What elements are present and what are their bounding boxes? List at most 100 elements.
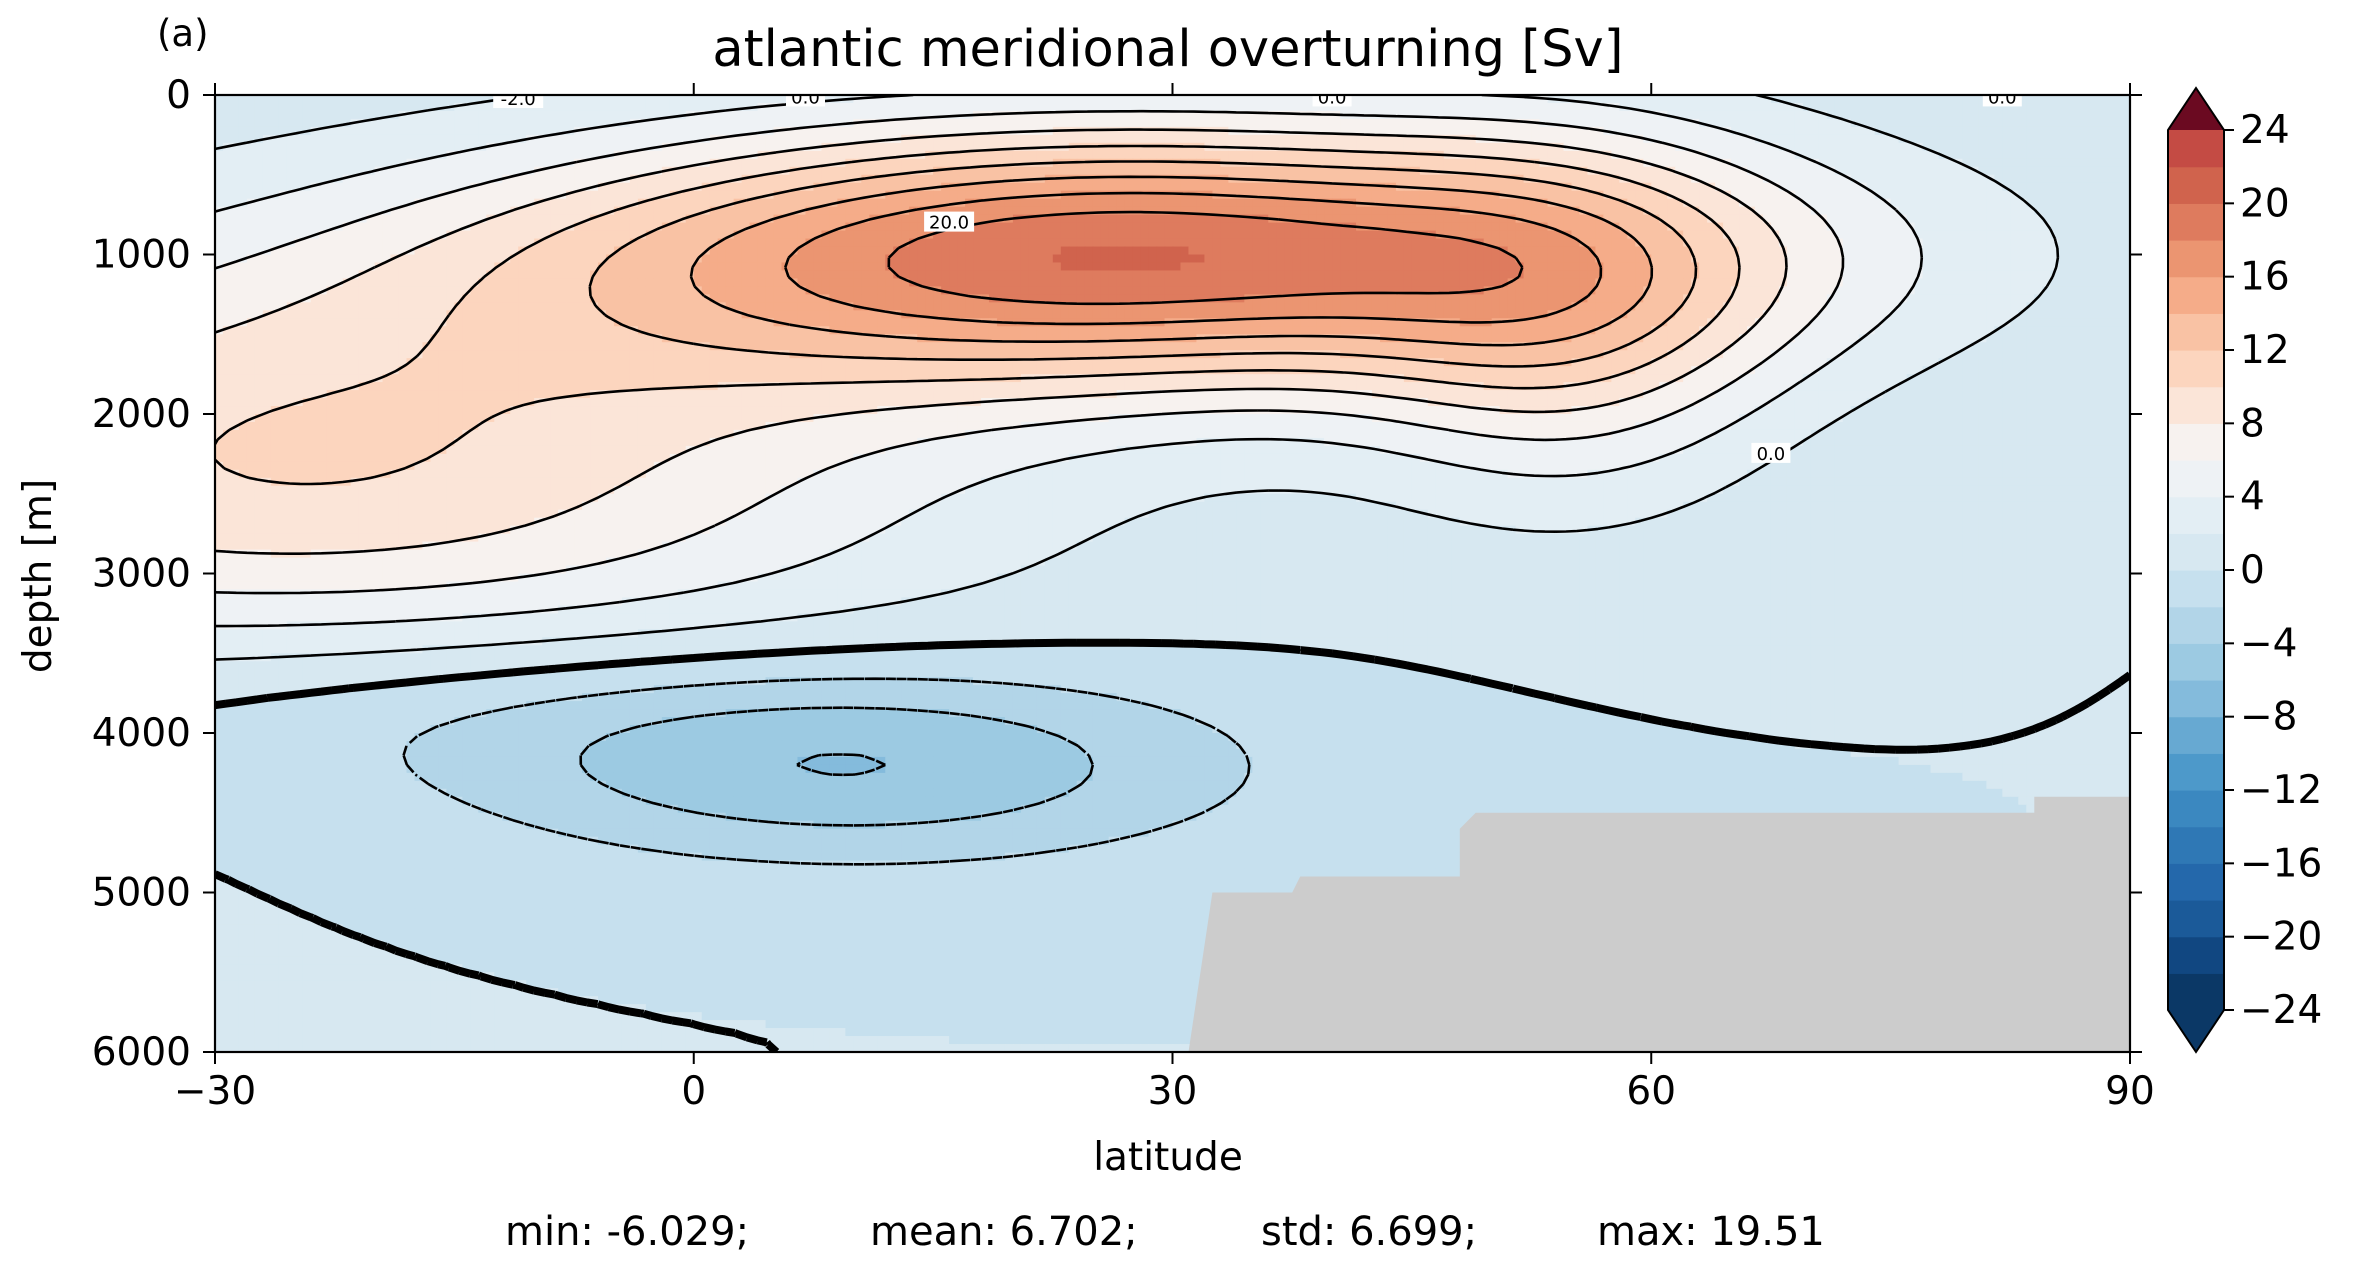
field-cell xyxy=(1811,231,1820,240)
field-cell xyxy=(758,135,767,144)
field-cell xyxy=(1308,247,1317,256)
field-cell xyxy=(1284,255,1293,264)
field-cell xyxy=(407,95,416,104)
field-cell xyxy=(2050,199,2059,208)
field-cell xyxy=(239,167,248,176)
field-cell xyxy=(1372,191,1381,200)
field-cell xyxy=(1779,127,1788,136)
field-cell xyxy=(1731,151,1740,160)
field-cell xyxy=(1125,127,1134,136)
field-cell xyxy=(1380,191,1389,200)
field-cell xyxy=(909,159,918,168)
field-cell xyxy=(1412,103,1421,112)
field-cell xyxy=(223,231,232,240)
field-cell xyxy=(2010,215,2019,224)
field-cell xyxy=(670,231,679,240)
field-cell xyxy=(1659,127,1668,136)
field-cell xyxy=(1556,127,1565,136)
field-cell xyxy=(1891,143,1900,152)
field-cell xyxy=(526,159,535,168)
field-cell xyxy=(678,95,687,104)
field-cell xyxy=(1061,247,1070,256)
field-cell xyxy=(399,223,408,232)
field-cell xyxy=(1859,103,1868,112)
field-cell xyxy=(494,191,503,200)
field-cell xyxy=(1994,119,2003,128)
field-cell xyxy=(742,207,751,216)
field-cell xyxy=(1404,127,1413,136)
field-cell xyxy=(742,95,751,104)
field-cell xyxy=(351,247,360,256)
field-cell xyxy=(821,167,830,176)
field-cell xyxy=(303,207,312,216)
field-cell xyxy=(1300,231,1309,240)
field-cell xyxy=(2002,231,2011,240)
field-cell xyxy=(1476,223,1485,232)
field-cell xyxy=(670,159,679,168)
field-cell xyxy=(1827,135,1836,144)
field-cell xyxy=(1252,207,1261,216)
field-cell xyxy=(2082,119,2091,128)
field-cell xyxy=(1508,111,1517,120)
field-cell xyxy=(223,135,232,144)
field-cell xyxy=(287,143,296,152)
field-cell xyxy=(1954,207,1963,216)
field-cell xyxy=(1300,95,1309,104)
field-cell xyxy=(1939,135,1948,144)
field-cell xyxy=(1699,103,1708,112)
field-cell xyxy=(1771,215,1780,224)
field-cell xyxy=(2098,159,2107,168)
field-cell xyxy=(1635,151,1644,160)
field-cell xyxy=(718,223,727,232)
field-cell xyxy=(1619,119,1628,128)
field-cell xyxy=(1292,119,1301,128)
field-cell xyxy=(1196,119,1205,128)
field-cell xyxy=(558,95,567,104)
field-cell xyxy=(446,95,455,104)
field-cell xyxy=(1117,231,1126,240)
field-cell xyxy=(774,119,783,128)
field-cell xyxy=(702,191,711,200)
field-cell xyxy=(686,223,695,232)
field-cell xyxy=(2010,231,2019,240)
field-cell xyxy=(407,119,416,128)
field-cell xyxy=(1978,111,1987,120)
field-cell xyxy=(1739,239,1748,248)
field-cell xyxy=(1356,231,1365,240)
field-cell xyxy=(901,127,910,136)
field-cell xyxy=(1276,119,1285,128)
field-cell xyxy=(566,231,575,240)
field-cell xyxy=(1188,215,1197,224)
field-cell xyxy=(837,231,846,240)
field-cell xyxy=(1723,143,1732,152)
field-cell xyxy=(1763,231,1772,240)
field-cell xyxy=(1356,191,1365,200)
field-cell xyxy=(2066,239,2075,248)
field-cell xyxy=(319,247,328,256)
field-cell xyxy=(1212,255,1221,264)
field-cell xyxy=(837,239,846,248)
field-cell xyxy=(271,215,280,224)
field-cell xyxy=(1412,223,1421,232)
field-cell xyxy=(1659,151,1668,160)
field-cell xyxy=(686,167,695,176)
field-cell xyxy=(502,215,511,224)
field-cell xyxy=(1747,247,1756,256)
field-cell xyxy=(311,215,320,224)
field-cell xyxy=(1851,151,1860,160)
field-cell xyxy=(790,215,799,224)
field-cell xyxy=(1931,127,1940,136)
field-cell xyxy=(1348,247,1357,256)
field-cell xyxy=(1037,183,1046,192)
field-cell xyxy=(837,183,846,192)
field-cell xyxy=(1180,95,1189,104)
field-cell xyxy=(1891,159,1900,168)
field-cell xyxy=(638,135,647,144)
field-cell xyxy=(1946,247,1955,256)
field-cell xyxy=(646,215,655,224)
field-cell xyxy=(646,183,655,192)
field-cell xyxy=(295,95,304,104)
field-cell xyxy=(1316,247,1325,256)
field-cell xyxy=(2114,207,2123,216)
field-cell xyxy=(829,215,838,224)
